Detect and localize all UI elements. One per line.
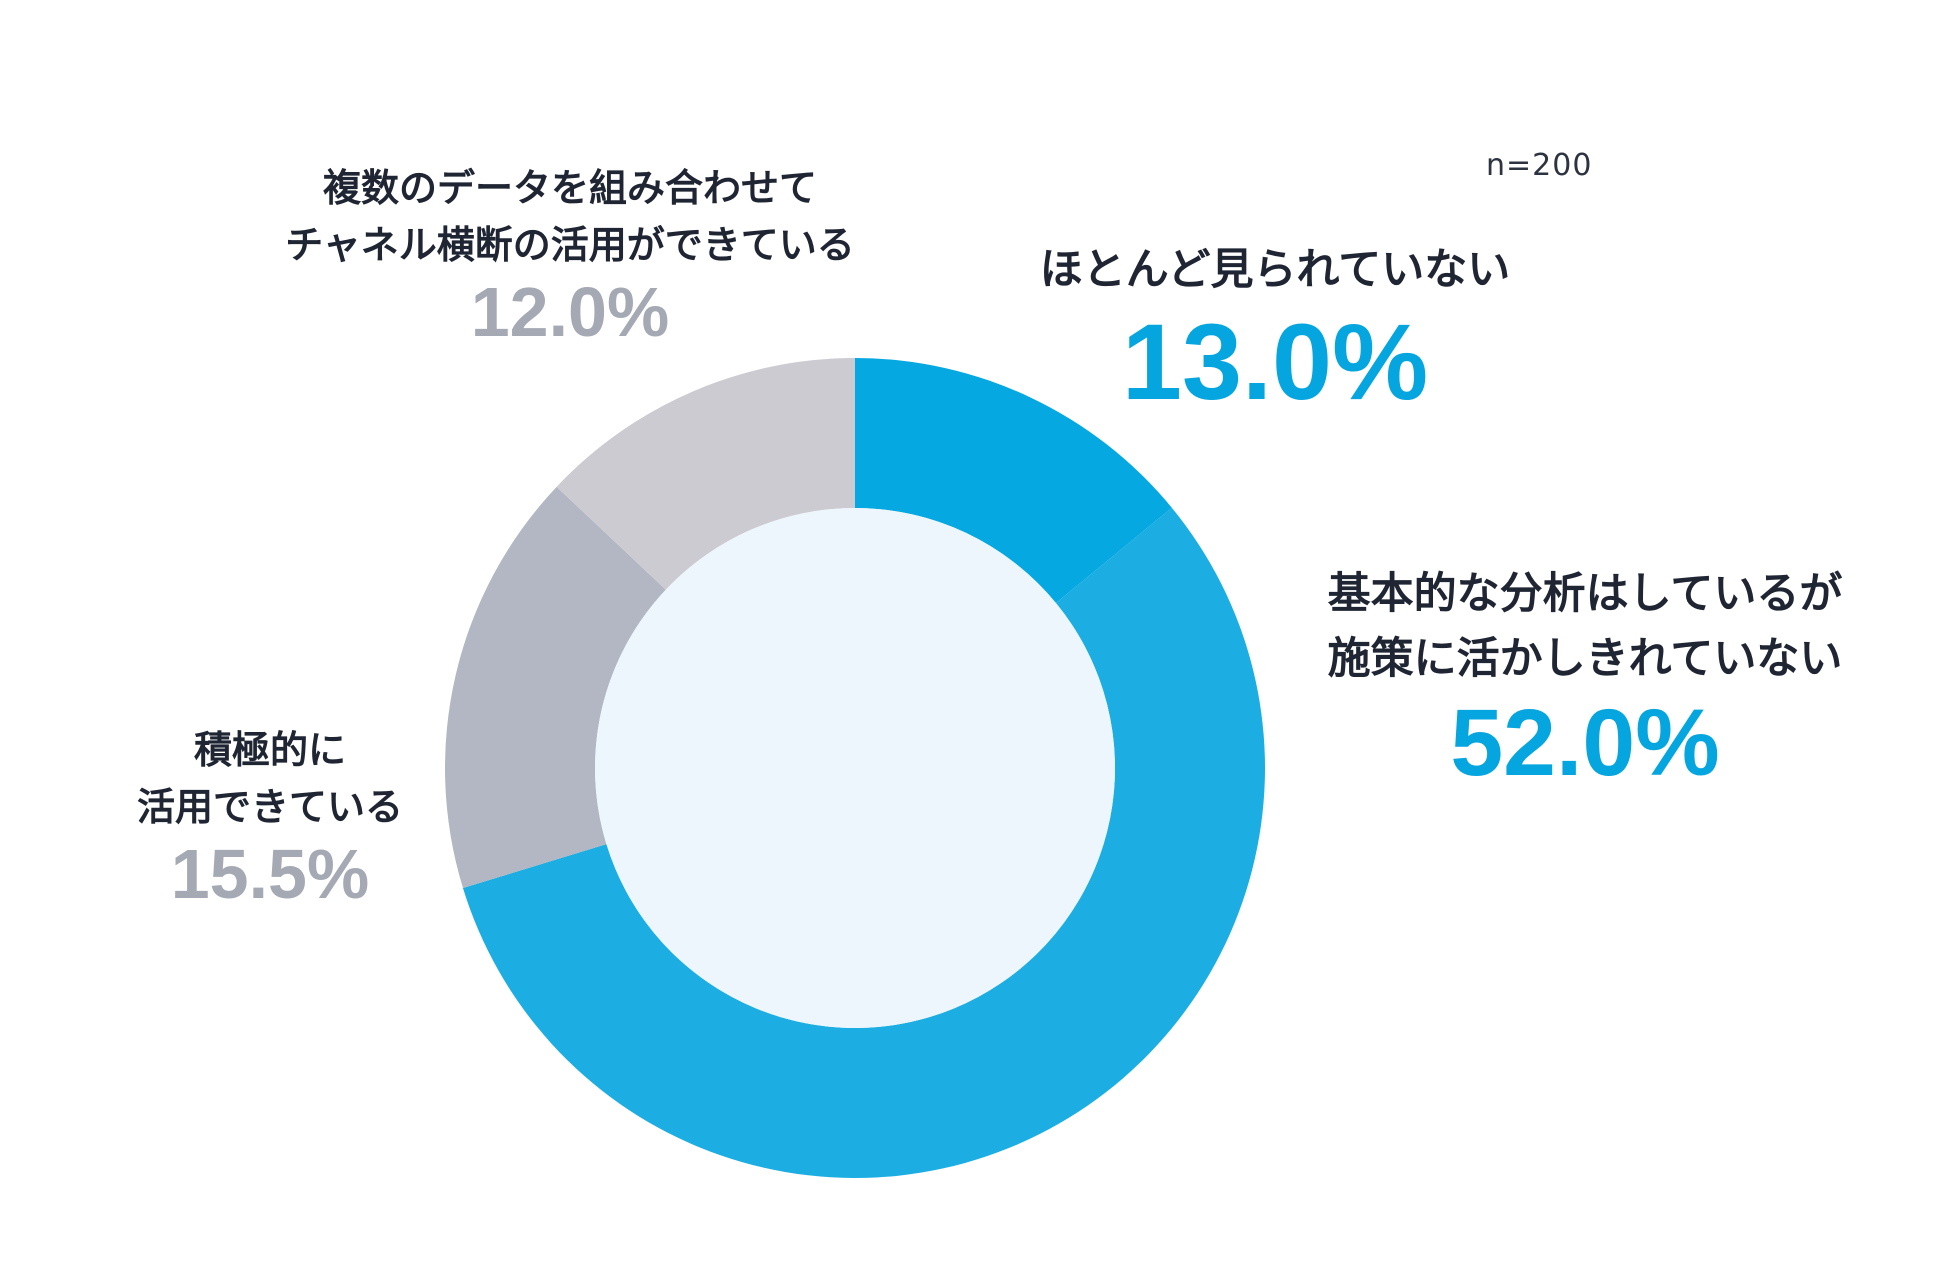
slice-label-rarely-viewed: ほとんど見られていない 13.0% (985, 238, 1565, 421)
slice-value-analysis-not-applied: 52.0% (1450, 690, 1720, 796)
slice-label-actively-used: 積極的に 活用できている 15.5% (90, 722, 450, 913)
slice-analysis-not-applied (462, 507, 1265, 1178)
slice-value-actively-used: 15.5% (170, 835, 370, 913)
slice-name-analysis-not-applied: 基本的な分析はしているが 施策に活かしきれていない (1327, 569, 1843, 684)
slice-label-cross-channel: 複数のデータを組み合わせて チャネル横断の活用ができている 12.0% (250, 160, 890, 351)
sample-size-note: n=200 (1486, 148, 1593, 183)
slice-name-actively-used: 積極的に 活用できている (136, 728, 403, 829)
slice-value-rarely-viewed: 13.0% (1121, 300, 1429, 422)
slice-name-rarely-viewed: ほとんど見られていない (1039, 245, 1511, 295)
slice-actively-used (445, 486, 666, 889)
slice-name-cross-channel: 複数のデータを組み合わせて チャネル横断の活用ができている (285, 166, 855, 267)
slice-label-analysis-not-applied: 基本的な分析はしているが 施策に活かしきれていない 52.0% (1265, 562, 1905, 796)
slice-cross-channel (556, 358, 855, 590)
slice-value-cross-channel: 12.0% (470, 273, 670, 351)
slice-rarely-viewed (855, 358, 1172, 603)
donut-center (595, 508, 1115, 1028)
